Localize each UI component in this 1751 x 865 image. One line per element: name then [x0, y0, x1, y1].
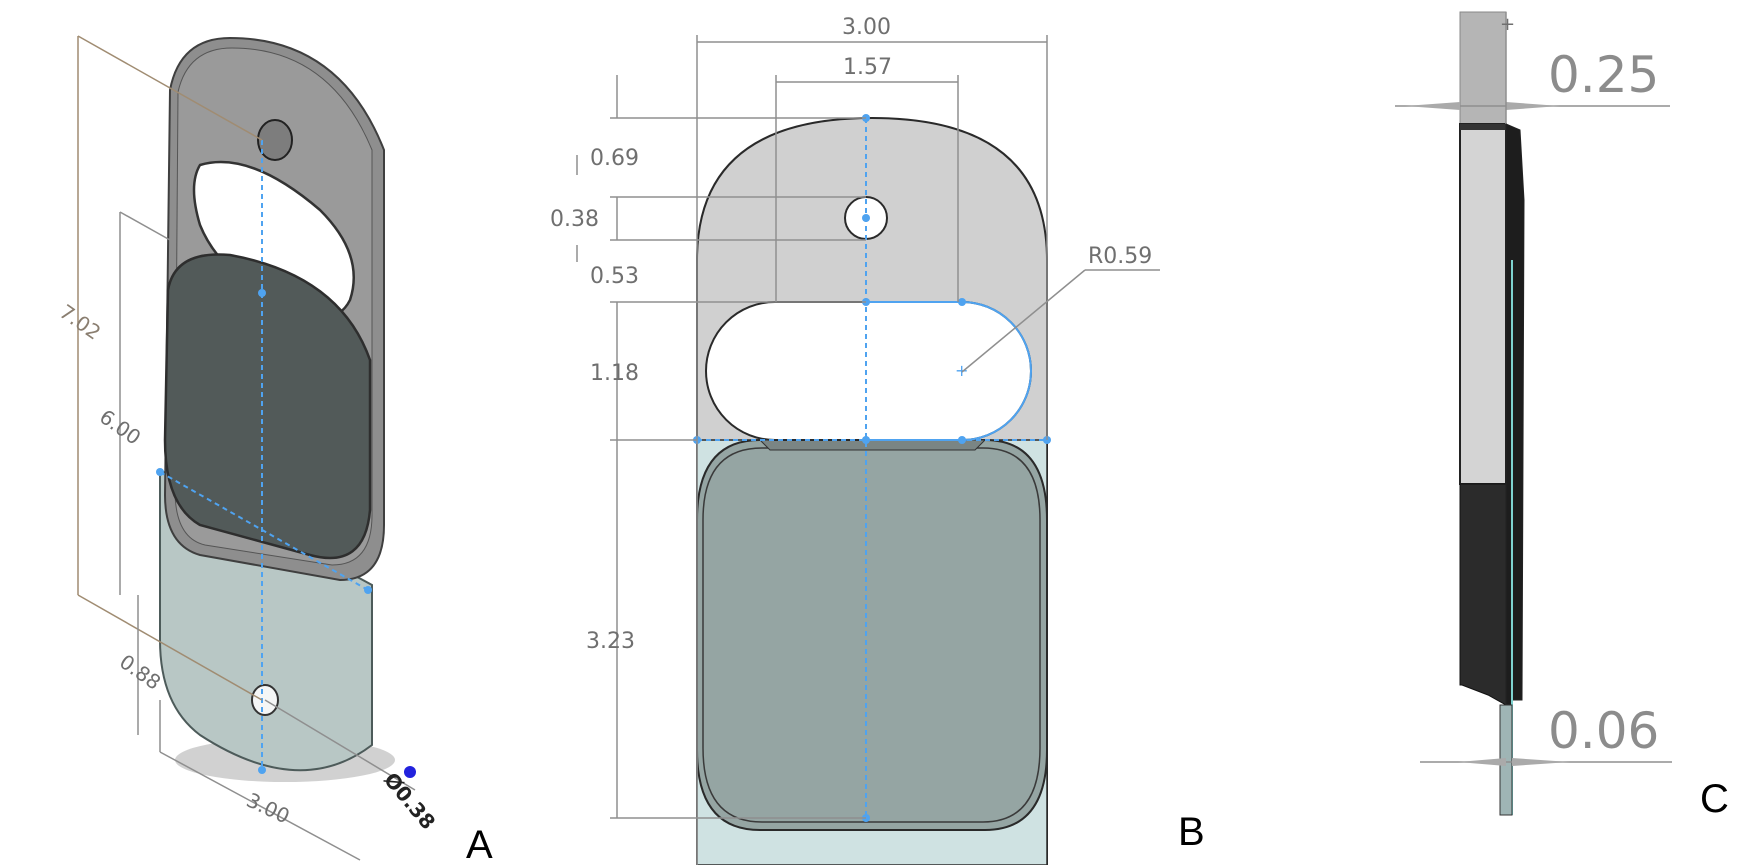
- radius-leader: [961, 269, 1086, 373]
- sketch-point-selected: [404, 766, 416, 778]
- dim-top-to-hole: 0.69: [590, 146, 639, 171]
- dim-slot-width: 1.57: [843, 55, 892, 80]
- dim-thickness-lower: 0.06: [1548, 702, 1659, 760]
- sketch-diagonal: [159, 471, 369, 591]
- dim-lower-height: 3.23: [586, 629, 635, 654]
- dim-overall-width: 3.00: [842, 15, 891, 40]
- sketch-point: [258, 289, 266, 297]
- dim-thickness-upper: 0.25: [1548, 46, 1659, 104]
- dim-line: [159, 751, 361, 861]
- dim-arrow: [1512, 758, 1570, 766]
- dim-hole-diameter: 0.38: [550, 207, 599, 232]
- dim-slot-radius: R0.59: [1088, 244, 1152, 269]
- panel-c-side-view: + 0.25 0.06 C: [1395, 11, 1729, 821]
- sketch-point: [258, 766, 266, 774]
- dim-arrow: [1506, 102, 1560, 110]
- side-plate-body: [1459, 123, 1507, 485]
- dim-slot-height: 1.18: [590, 361, 639, 386]
- side-band: [1460, 124, 1506, 130]
- panel-label-a: A: [466, 823, 493, 865]
- pad-recess-3d: [163, 253, 372, 560]
- dim-width: 3.00: [243, 788, 294, 829]
- sketch-point: [958, 298, 966, 306]
- dim-hole-to-slot: 0.53: [590, 264, 639, 289]
- dim-extension: [77, 594, 263, 701]
- dim-arrow: [1458, 758, 1506, 766]
- panel-a-isometric-view: 7.02 6.00 0.88 3.00 Ø0.38 A: [55, 35, 493, 865]
- panel-b-front-view: + 3.00 1.57 0.69 0.38 0.53 1.18 3.23 R0.…: [550, 15, 1205, 865]
- dim-extension: [77, 35, 263, 141]
- panel-label-c: C: [1700, 777, 1729, 821]
- side-dark-molding: [1459, 483, 1507, 706]
- pad-lip: [758, 439, 987, 451]
- small-hole-3d: [257, 119, 293, 161]
- sketch-point: [364, 586, 372, 594]
- dim-overall-length: 7.02: [55, 299, 105, 344]
- dim-line: [264, 699, 416, 791]
- pad-recess-front: [696, 439, 1048, 831]
- sketch-point: [862, 436, 870, 444]
- slot-center-mark: +: [955, 361, 968, 380]
- panel-label-b: B: [1178, 810, 1205, 854]
- sketch-point: [156, 468, 164, 476]
- sketch-point: [862, 214, 870, 222]
- pad-inner-edge: [702, 447, 1041, 823]
- dim-lower-offset: 0.88: [115, 649, 165, 694]
- slot-sketch-edge: [866, 301, 1032, 441]
- slot-hole-front: [705, 301, 1032, 441]
- dim-center-mark: +: [1500, 14, 1515, 35]
- dim-arrow: [1405, 102, 1460, 110]
- dim-extension: [119, 211, 171, 241]
- sketch-point: [958, 436, 966, 444]
